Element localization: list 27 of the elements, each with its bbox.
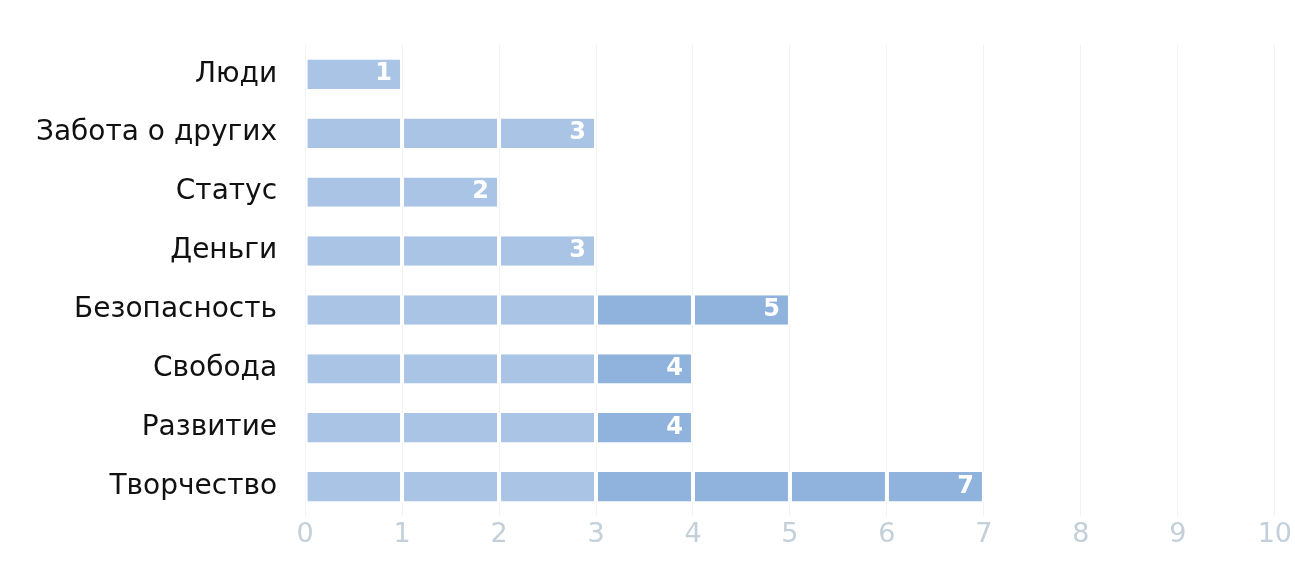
y-tick-label: Свобода	[152, 350, 278, 384]
y-tick-label: Забота о других	[36, 114, 278, 148]
x-tick-label: 1	[393, 517, 411, 549]
x-tick-label: 9	[1169, 517, 1187, 549]
total-label: 4	[666, 412, 683, 441]
x-tick-label: 10	[1257, 517, 1292, 549]
y-tick-label: Люди	[194, 55, 278, 89]
x-tick-label: 6	[878, 517, 896, 549]
total-label: 2	[472, 176, 490, 205]
x-tick-label: 5	[781, 517, 799, 549]
x-tick-label: 3	[587, 517, 605, 549]
x-tick-label: 0	[296, 517, 314, 549]
x-tick-label: 4	[684, 517, 702, 549]
x-tick-label: 7	[975, 517, 993, 549]
total-label: 7	[957, 470, 974, 499]
y-tick-label: Безопасность	[74, 291, 278, 325]
x-tick-label: 2	[490, 517, 508, 549]
total-label: 1	[375, 58, 393, 87]
y-tick-label: Статус	[175, 173, 278, 207]
total-label: 3	[569, 235, 587, 264]
total-label: 3	[569, 117, 587, 146]
y-tick-label: Творчество	[108, 468, 278, 502]
total-label: 5	[763, 294, 780, 323]
y-tick-label: Деньги	[170, 232, 278, 266]
total-label: 4	[666, 353, 683, 382]
y-tick-label: Развитие	[141, 409, 278, 443]
x-tick-label: 8	[1072, 517, 1090, 549]
